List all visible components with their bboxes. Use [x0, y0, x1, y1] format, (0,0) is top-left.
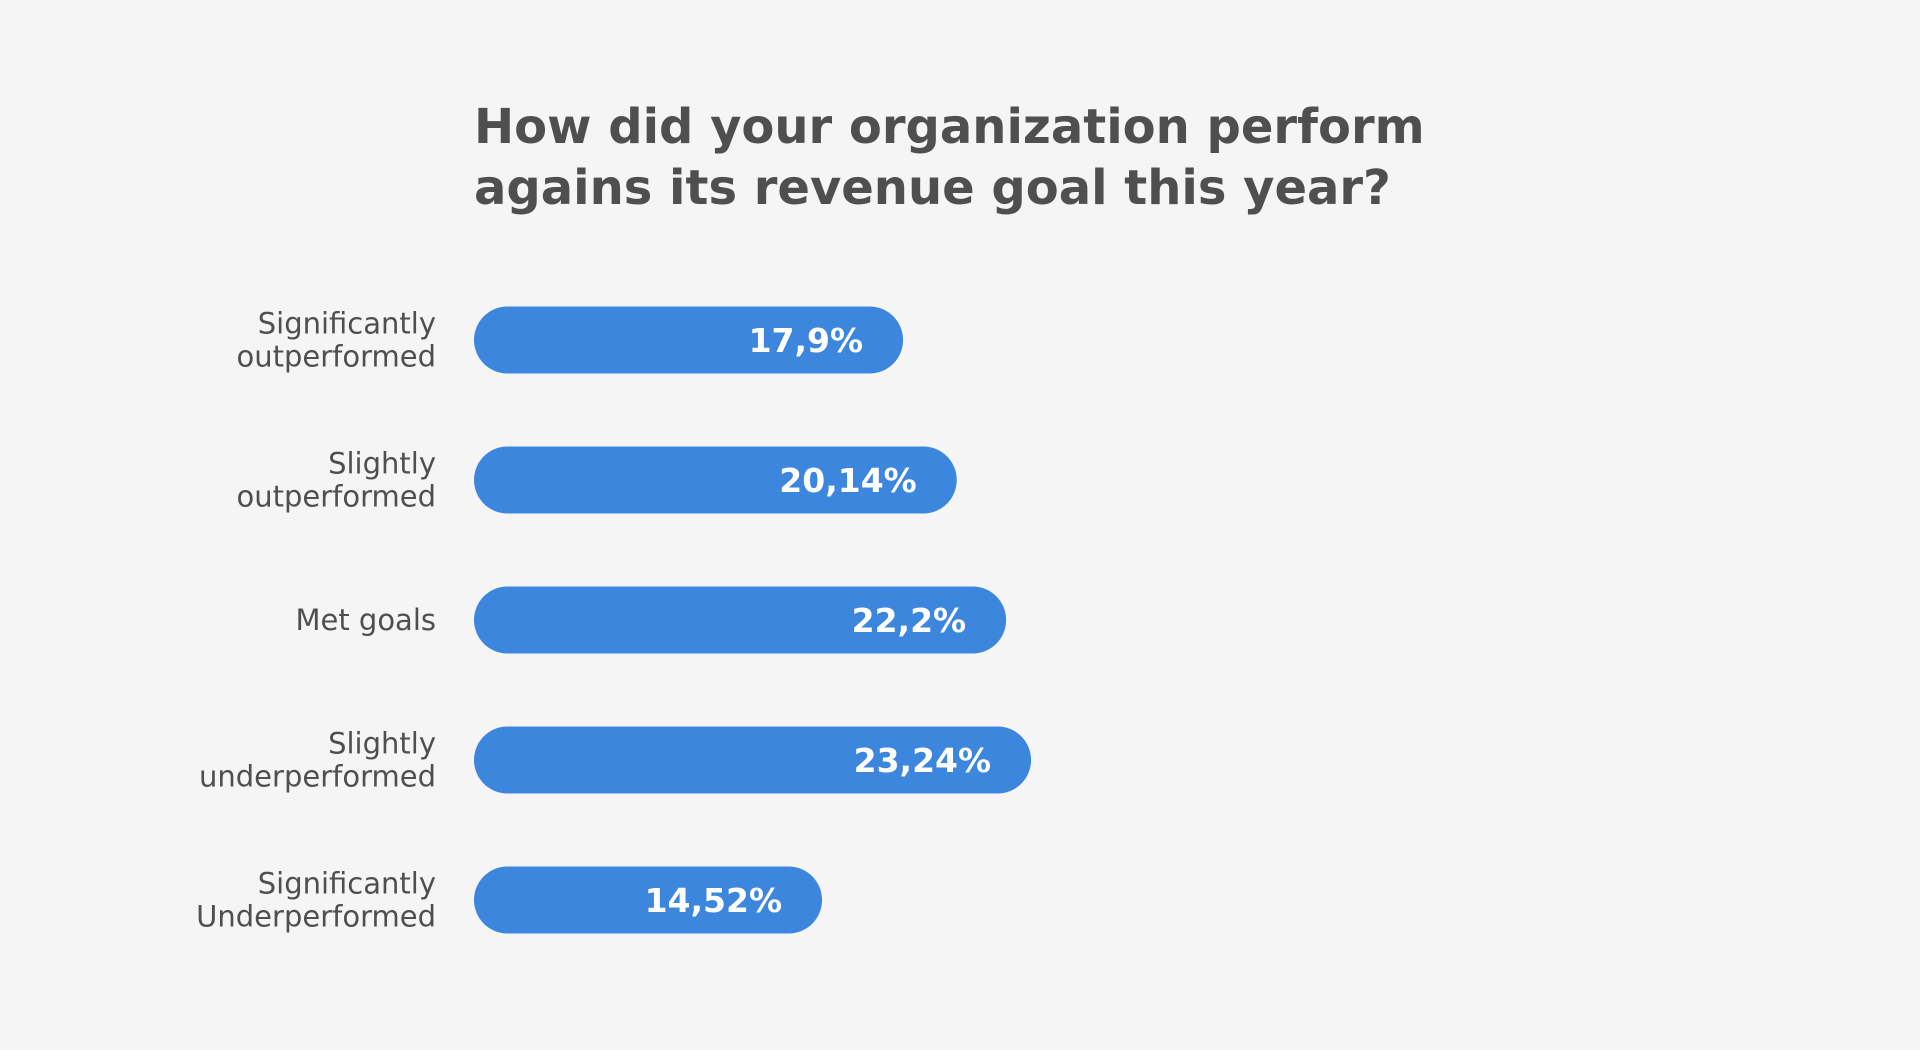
- bar: [474, 726, 1032, 794]
- category-label: Significantly Underperformed: [196, 867, 436, 934]
- category-label-line: Significantly: [258, 307, 436, 341]
- bar: [474, 306, 904, 374]
- category-label-line: outperformed: [236, 340, 436, 374]
- bar-value-label: 23,24%: [854, 741, 991, 780]
- category-label-line: Underperformed: [196, 900, 436, 934]
- category-label-line: Slightly: [328, 727, 436, 761]
- category-label: Significantly outperformed: [236, 307, 436, 374]
- bar-value-label: 14,52%: [645, 881, 782, 920]
- bar: [474, 866, 823, 934]
- category-label-line: outperformed: [236, 480, 436, 514]
- bar: [474, 586, 1007, 654]
- category-label: Slightly outperformed: [236, 447, 436, 514]
- category-label: Met goals: [295, 603, 436, 637]
- category-label-line: Met goals: [295, 603, 436, 637]
- plot-area: 17,9%Significantly outperformed20,14%Slig…: [196, 306, 1032, 934]
- chart-title: How did your organization perform agains…: [474, 99, 1441, 216]
- bar-value-label: 20,14%: [779, 461, 916, 500]
- category-label-line: underperformed: [199, 760, 436, 794]
- chart-title-line-2: agains its revenue goal this year?: [474, 160, 1391, 216]
- category-label: Slightly underperformed: [199, 727, 436, 794]
- bar: [474, 446, 957, 514]
- bar-value-label: 17,9%: [749, 321, 864, 360]
- category-label-line: Slightly: [328, 447, 436, 481]
- chart-title-line-1: How did your organization perform: [474, 99, 1425, 155]
- bar-value-label: 22,2%: [852, 601, 967, 640]
- category-label-line: Significantly: [258, 867, 436, 901]
